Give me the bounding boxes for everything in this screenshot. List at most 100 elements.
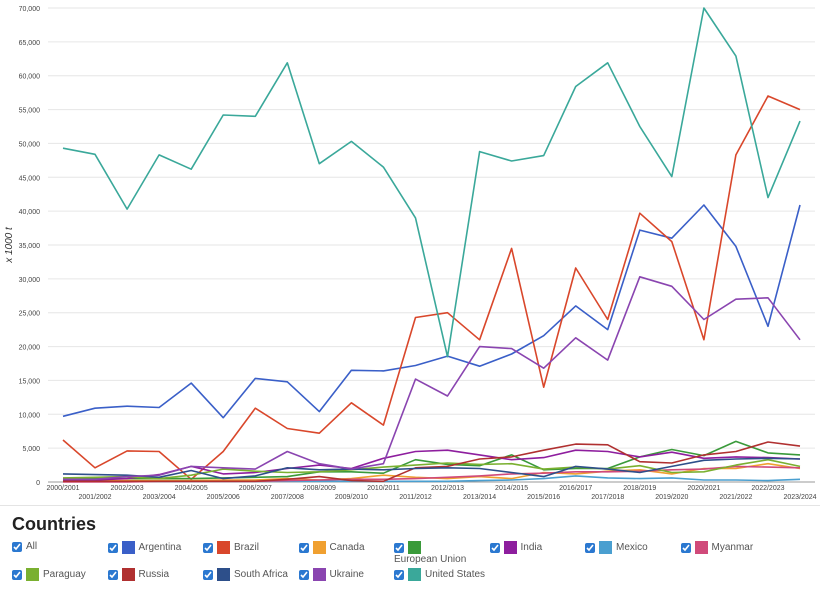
x-tick-label: 2008/2009 (303, 485, 336, 492)
x-tick-label: 2007/2008 (271, 494, 304, 501)
legend-label: Brazil (234, 542, 260, 553)
y-axis-label: x 1000 t (4, 226, 15, 264)
legend-item: Russia (107, 568, 200, 581)
y-tick-label: 25,000 (19, 311, 41, 318)
series-line (62, 458, 801, 480)
legend-item: Canada (298, 541, 391, 554)
checkbox[interactable] (394, 569, 404, 580)
checkbox[interactable] (298, 542, 309, 553)
checkbox[interactable] (203, 569, 213, 580)
x-tick-label: 2019/2020 (655, 494, 688, 501)
y-tick-label: 55,000 (19, 108, 41, 115)
legend-label: All (26, 541, 38, 552)
checkbox[interactable] (12, 569, 22, 580)
y-tick-label: 50,000 (19, 141, 41, 148)
x-tick-label: 2016/2017 (559, 485, 592, 492)
legend-label: Russia (138, 569, 170, 580)
legend-item: All (12, 541, 104, 552)
y-tick-label: 20,000 (19, 345, 41, 352)
legend-item: Myanmar (680, 541, 773, 554)
x-tick-label: 2009/2010 (335, 494, 368, 501)
series-line (62, 204, 801, 419)
x-tick-label: 2017/2018 (591, 494, 624, 501)
series-line (63, 440, 801, 480)
y-tick-label: 65,000 (19, 40, 41, 47)
legend-label: Mexico (616, 542, 648, 553)
legend-item: Ukraine (298, 568, 391, 581)
legend-swatch (408, 541, 421, 554)
legend-item: South Africa (203, 568, 295, 581)
legend-item: Argentina (107, 541, 200, 554)
y-tick-label: 35,000 (19, 243, 41, 250)
legend-item: Paraguay (12, 568, 104, 581)
series-line (63, 449, 801, 481)
checkbox[interactable] (585, 542, 595, 553)
series-line (62, 95, 801, 481)
y-tick-label: 15,000 (19, 378, 41, 385)
legend-label: Canada (329, 542, 365, 553)
x-tick-label: 2010/2011 (367, 485, 400, 492)
checkbox[interactable] (489, 542, 500, 553)
y-tick-label: 60,000 (19, 74, 41, 81)
legend-label: United States (425, 569, 486, 580)
series-line (62, 457, 801, 480)
legend-title: Countries (12, 514, 97, 534)
y-tick-label: 5,000 (22, 446, 40, 453)
checkbox[interactable] (107, 542, 118, 553)
checkbox[interactable] (107, 569, 118, 580)
series-line (62, 7, 801, 358)
legend-swatch (503, 541, 517, 554)
x-tick-label: 2004/2005 (175, 485, 208, 492)
x-tick-label: 2022/2023 (751, 485, 784, 492)
legend-swatch (217, 568, 230, 581)
x-tick-label: 2015/2016 (527, 494, 560, 501)
x-tick-label: 2002/2003 (111, 485, 144, 492)
legend-swatch (599, 541, 612, 554)
checkbox[interactable] (12, 541, 22, 552)
x-tick-label: 2013/2014 (463, 494, 496, 501)
legend-swatch (121, 568, 135, 581)
x-tick-label: 2005/2006 (207, 494, 240, 501)
y-tick-label: 45,000 (19, 175, 41, 182)
x-tick-label: 2014/2015 (495, 485, 528, 492)
series-line (63, 441, 801, 483)
legend-item: Mexico (585, 541, 677, 554)
y-tick-label: 70,000 (19, 6, 41, 13)
x-tick-label: 2021/2022 (719, 494, 752, 501)
legend-label: India (520, 542, 543, 553)
x-tick-label: 2001/2002 (78, 494, 111, 501)
x-tick-label: 2011/2012 (399, 494, 432, 501)
checkbox[interactable] (680, 542, 691, 553)
chart: x 1000 t 0 5,000 10,000 15,000 20,000 25,000 3… (4, 6, 817, 501)
legend-item: Brazil (203, 541, 295, 554)
legend-item: India (489, 541, 582, 554)
legend-swatch (217, 541, 230, 554)
y-tick-label: 40,000 (19, 209, 41, 216)
y-tick-label: 0 (36, 480, 40, 487)
legend-label: Paraguay (43, 569, 86, 580)
x-tick-label: 2018/2019 (623, 485, 656, 492)
legend-label: European Union (394, 554, 467, 565)
x-tick-label: 2012/2013 (431, 485, 464, 492)
x-tick-label: 2000/2001 (46, 485, 79, 492)
checkbox[interactable] (203, 542, 213, 553)
legend-label: Myanmar (711, 542, 754, 553)
legend-label: Ukraine (329, 569, 364, 580)
checkbox[interactable] (394, 542, 404, 553)
x-tick-label: 2003/2004 (143, 494, 176, 501)
x-tick-label: 2020/2021 (687, 485, 720, 492)
series-line (63, 276, 801, 481)
legend-swatch (312, 568, 326, 581)
legend-item: United States (394, 568, 486, 581)
checkbox[interactable] (298, 569, 309, 580)
x-tick-label: 2023/2024 (783, 494, 816, 501)
y-tick-label: 30,000 (19, 277, 41, 284)
legend-label: Argentina (138, 542, 182, 553)
separator (0, 505, 820, 506)
legend-swatch (694, 541, 708, 554)
legend-label: South Africa (234, 569, 288, 580)
x-tick-label: 2006/2007 (239, 485, 272, 492)
legend-swatch (312, 541, 326, 554)
legend-swatch (408, 568, 421, 581)
